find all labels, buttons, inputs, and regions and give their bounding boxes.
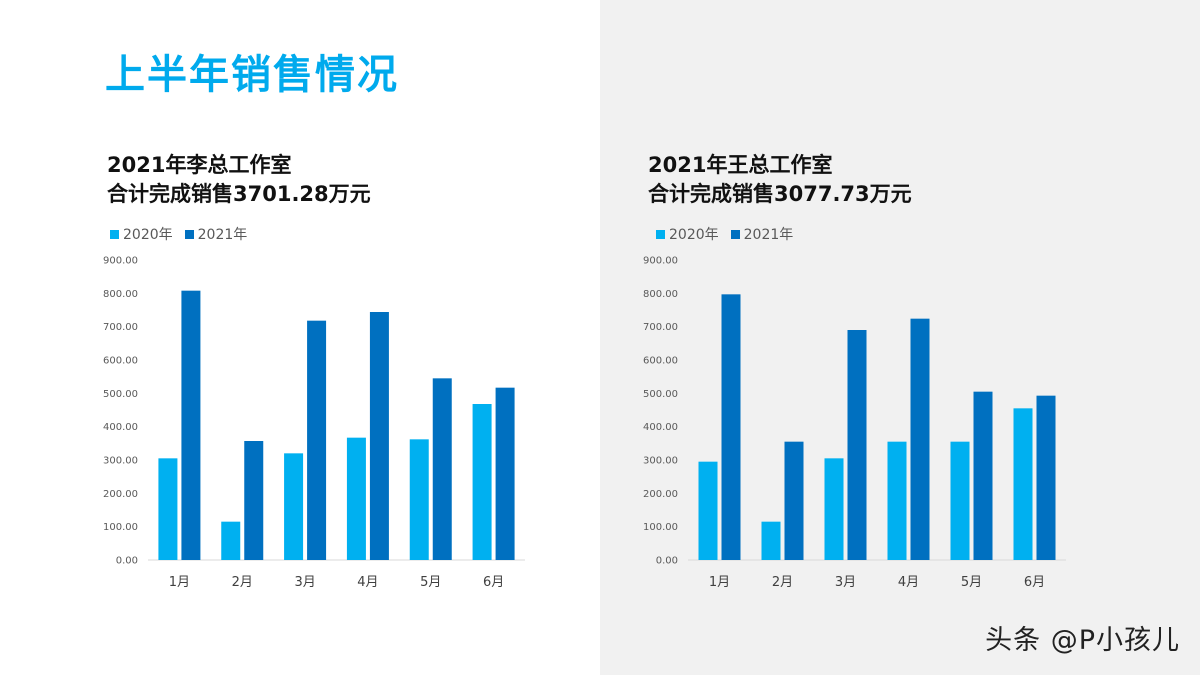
- y-tick-label: 400.00: [103, 422, 138, 433]
- x-tick-label: 6月: [483, 575, 504, 590]
- legend-item-2021: 2021年: [730, 224, 794, 244]
- y-tick-label: 100.00: [643, 522, 678, 533]
- x-tick-label: 2月: [232, 575, 253, 590]
- x-tick-label: 3月: [835, 575, 856, 590]
- y-tick-label: 100.00: [103, 522, 138, 533]
- legend-item-2021: 2021年: [184, 224, 248, 244]
- y-tick-label: 600.00: [103, 356, 138, 367]
- legend-swatch-2020: [110, 229, 119, 239]
- legend-swatch-2020: [656, 229, 665, 239]
- studio-subtitle: 合计完成销售3077.73万元: [648, 182, 912, 206]
- bar-2021年-4月: [369, 312, 389, 560]
- x-tick-label: 2月: [772, 575, 793, 590]
- y-tick-label: 700.00: [103, 322, 138, 333]
- bar-2020年-1月: [698, 461, 718, 560]
- x-tick-label: 3月: [294, 575, 315, 590]
- x-tick-label: 5月: [420, 575, 441, 590]
- bar-2021年-6月: [495, 387, 515, 560]
- bar-chart-wang: 0.00 100.00 200.00 300.00 400.00 500.00 600.00…: [643, 256, 1066, 590]
- right-panel-background: [600, 0, 1200, 675]
- chart-legend: 2020年 2021年: [656, 224, 793, 244]
- bar-2020年-1月: [158, 458, 178, 560]
- bar-2021年-3月: [307, 320, 327, 560]
- bar-2021年-6月: [1036, 395, 1056, 560]
- bar-2020年-6月: [472, 404, 492, 560]
- y-tick-label: 400.00: [643, 422, 678, 433]
- bar-chart-li: 0.00 100.00 200.00 300.00 400.00 500.00 600.00…: [103, 256, 525, 590]
- bar-2020年-4月: [887, 441, 907, 560]
- y-tick-label: 200.00: [103, 489, 138, 500]
- chart-panel-li: 2021年李总工作室 合计完成销售3701.28万元 2020年 2021年 0…: [103, 153, 525, 590]
- y-tick-label: 500.00: [643, 389, 678, 400]
- legend-label-2021: 2021年: [743, 227, 794, 243]
- legend-label-2021: 2021年: [197, 227, 248, 243]
- y-tick-label: 0.00: [656, 556, 678, 567]
- bar-2021年-2月: [244, 441, 264, 560]
- bar-2021年-1月: [181, 290, 201, 560]
- y-tick-label: 600.00: [643, 356, 678, 367]
- y-tick-label: 300.00: [643, 456, 678, 467]
- studio-subtitle: 合计完成销售3701.28万元: [107, 182, 371, 206]
- bar-2020年-5月: [950, 441, 970, 560]
- y-tick-label: 900.00: [643, 256, 678, 267]
- x-tick-label: 1月: [709, 575, 730, 590]
- bar-2020年-3月: [824, 458, 844, 560]
- y-tick-label: 800.00: [643, 289, 678, 300]
- chart-panel-wang: 2021年王总工作室 合计完成销售3077.73万元 2020年 2021年 0…: [600, 0, 1200, 675]
- x-tick-label: 6月: [1024, 575, 1045, 590]
- bar-2021年-1月: [721, 294, 741, 560]
- bar-2021年-5月: [432, 378, 452, 560]
- bar-2021年-2月: [784, 441, 804, 560]
- y-tick-label: 0.00: [116, 556, 138, 567]
- bar-2021年-5月: [973, 391, 993, 560]
- y-tick-label: 800.00: [103, 289, 138, 300]
- legend-swatch-2021: [184, 229, 194, 239]
- chart-legend: 2020年 2021年: [110, 224, 247, 244]
- bar-2020年-5月: [409, 439, 429, 560]
- watermark-text: 头条 @P小孩儿: [985, 625, 1180, 656]
- studio-title: 2021年王总工作室: [648, 153, 833, 177]
- bar-2020年-6月: [1013, 408, 1033, 560]
- y-tick-label: 300.00: [103, 456, 138, 467]
- legend-swatch-2021: [730, 229, 740, 239]
- x-tick-label: 4月: [898, 575, 919, 590]
- legend-label-2020: 2020年: [669, 227, 719, 243]
- y-tick-label: 500.00: [103, 389, 138, 400]
- bar-2020年-3月: [284, 453, 304, 560]
- page-title: 上半年销售情况: [105, 52, 399, 98]
- bar-2020年-4月: [346, 437, 366, 560]
- x-tick-label: 4月: [357, 575, 378, 590]
- legend-item-2020: 2020年: [656, 224, 719, 244]
- bar-2021年-4月: [910, 318, 930, 560]
- legend-item-2020: 2020年: [110, 224, 173, 244]
- y-tick-label: 700.00: [643, 322, 678, 333]
- bar-2020年-2月: [221, 521, 241, 560]
- y-tick-label: 900.00: [103, 256, 138, 267]
- bar-2020年-2月: [761, 521, 781, 560]
- legend-label-2020: 2020年: [123, 227, 173, 243]
- x-tick-label: 1月: [169, 575, 190, 590]
- studio-title: 2021年李总工作室: [107, 153, 292, 177]
- bar-2021年-3月: [847, 330, 867, 560]
- x-tick-label: 5月: [961, 575, 982, 590]
- y-tick-label: 200.00: [643, 489, 678, 500]
